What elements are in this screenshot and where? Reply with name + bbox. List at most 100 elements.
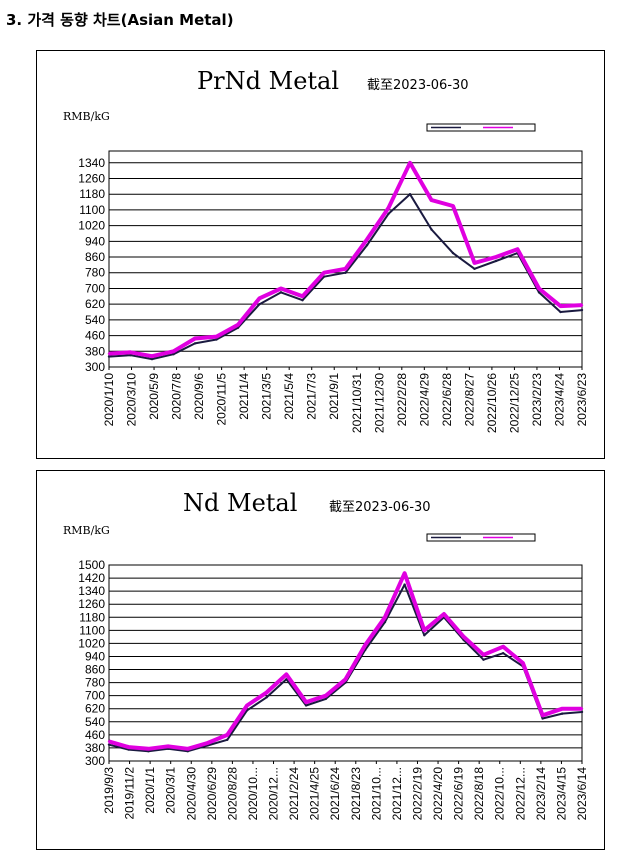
series-1-point [279, 291, 283, 294]
chart-title: Nd Metal [183, 489, 297, 517]
nd-metal-chart: Nd Metal 截至2023-06-30 RMB/kG 30038046054062… [63, 489, 589, 821]
y-tick-label: 460 [85, 728, 105, 742]
x-tick-label: 2022/2/19 [410, 767, 424, 821]
x-tick-label: 2020/12... [267, 767, 281, 820]
y-tick-label: 540 [85, 313, 105, 327]
x-tick-label: 2021/3/5 [260, 373, 274, 420]
y-tick-label: 300 [85, 360, 105, 374]
series-2-point [561, 707, 564, 710]
x-tick-label: 2023/6/14 [575, 767, 589, 821]
series-2-point [423, 629, 426, 632]
x-tick-label: 2020/9/6 [192, 373, 206, 420]
legend-box [426, 123, 536, 132]
x-tick-label: 2020/4/30 [184, 767, 198, 821]
series-2-point [236, 323, 240, 326]
series-1-point [324, 697, 327, 701]
series-1-point [172, 353, 175, 356]
series-2-point [322, 271, 326, 274]
series-2-point [442, 612, 446, 616]
x-tick-label: 2019/11/2 [123, 767, 137, 820]
x-tick-label: 2022/4/29 [417, 373, 431, 427]
x-tick-label: 2020/5/9 [147, 373, 161, 420]
y-tick-label: 620 [85, 297, 105, 311]
x-tick-label: 2020/3/1 [164, 767, 178, 814]
series-2-point [462, 635, 465, 639]
y-tick-label: 1340 [78, 156, 105, 170]
y-tick-label: 1340 [78, 584, 105, 598]
series-2-point [186, 747, 190, 750]
x-tick-label: 2020/10... [246, 767, 260, 820]
x-tick-label: 2023/4/24 [552, 373, 566, 427]
y-tick-label: 460 [85, 329, 105, 343]
series-1-point [580, 710, 584, 714]
x-tick-label: 2021/9/1 [327, 373, 341, 420]
series-1-point [387, 212, 390, 216]
y-tick-label: 940 [85, 649, 105, 663]
x-tick-label: 2023/2/14 [534, 767, 548, 821]
series-1-point [561, 712, 564, 715]
x-tick-label: 2022/4/20 [431, 767, 445, 821]
x-tick-label: 2023/6/23 [575, 373, 589, 427]
series-2-point [129, 351, 132, 354]
x-tick-label: 2021/7/3 [305, 373, 319, 420]
x-tick-label: 2022/10/26 [485, 373, 499, 433]
y-tick-label: 620 [85, 702, 105, 716]
series-2-point [501, 645, 505, 648]
x-tick-label: 2021/6/24 [328, 767, 342, 821]
x-tick-label: 2021/4/25 [308, 767, 322, 821]
y-tick-label: 940 [85, 234, 105, 248]
x-tick-label: 2023/2/23 [530, 373, 544, 427]
series-2-point [364, 643, 367, 647]
series-2-point [215, 335, 218, 338]
series-1-point [226, 738, 229, 741]
series-2-point [304, 701, 308, 704]
x-tick-label: 2020/7/8 [170, 373, 184, 420]
series-2-point [494, 255, 498, 259]
series-2-point [166, 745, 170, 748]
y-tick-label: 1180 [79, 610, 105, 624]
y-tick-label: 1100 [79, 623, 105, 637]
series-2-point [580, 707, 584, 710]
series-1-point [285, 678, 288, 681]
series-1-point [403, 583, 406, 586]
series-1-point [107, 743, 111, 746]
series-1-point [344, 271, 347, 274]
series-2-point [541, 714, 544, 717]
series-2-point [147, 747, 150, 750]
series-2-point [403, 571, 406, 575]
legend-box [426, 533, 536, 542]
series-2-point [365, 238, 369, 241]
series-2-point [430, 198, 433, 202]
series-1-point [193, 342, 197, 345]
y-tick-label: 780 [85, 676, 105, 690]
grid [109, 564, 582, 762]
y-tick-label: 1420 [78, 571, 105, 585]
y-tick-label: 1500 [78, 558, 105, 572]
y-tick-label: 1180 [79, 187, 105, 201]
series-2-point [516, 247, 519, 251]
section-title: 3. 가격 동향 차트(Asian Metal) [6, 11, 234, 29]
y-tick-label: 380 [85, 344, 105, 358]
x-tick-label: 2022/6/28 [440, 373, 454, 427]
series-1-point [537, 291, 541, 294]
y-tick-label: 540 [85, 715, 105, 729]
y-tick-label: 1020 [78, 636, 105, 650]
legend [426, 533, 536, 542]
series-1-point [559, 310, 562, 314]
prnd-metal-chart-panel: PrNd Metal 截至2023-06-30 RMB/kG 300 380 460 540… [36, 50, 605, 459]
series-1-point [430, 228, 433, 231]
plot-area [108, 150, 583, 368]
x-tick-label: 2021/12... [390, 767, 404, 820]
series-2-point [107, 352, 111, 355]
series-1-point [451, 251, 455, 255]
series-1-point [107, 355, 111, 358]
series-2-point [344, 678, 347, 681]
y-tick-label: 860 [85, 250, 105, 264]
series-1-point [482, 658, 485, 661]
plot-area [108, 564, 583, 762]
x-tick-label: 2023/4/15 [554, 767, 568, 821]
series-1-point [494, 259, 498, 263]
series-2-point [482, 653, 485, 657]
x-tick-label: 2021/8/23 [349, 767, 363, 821]
